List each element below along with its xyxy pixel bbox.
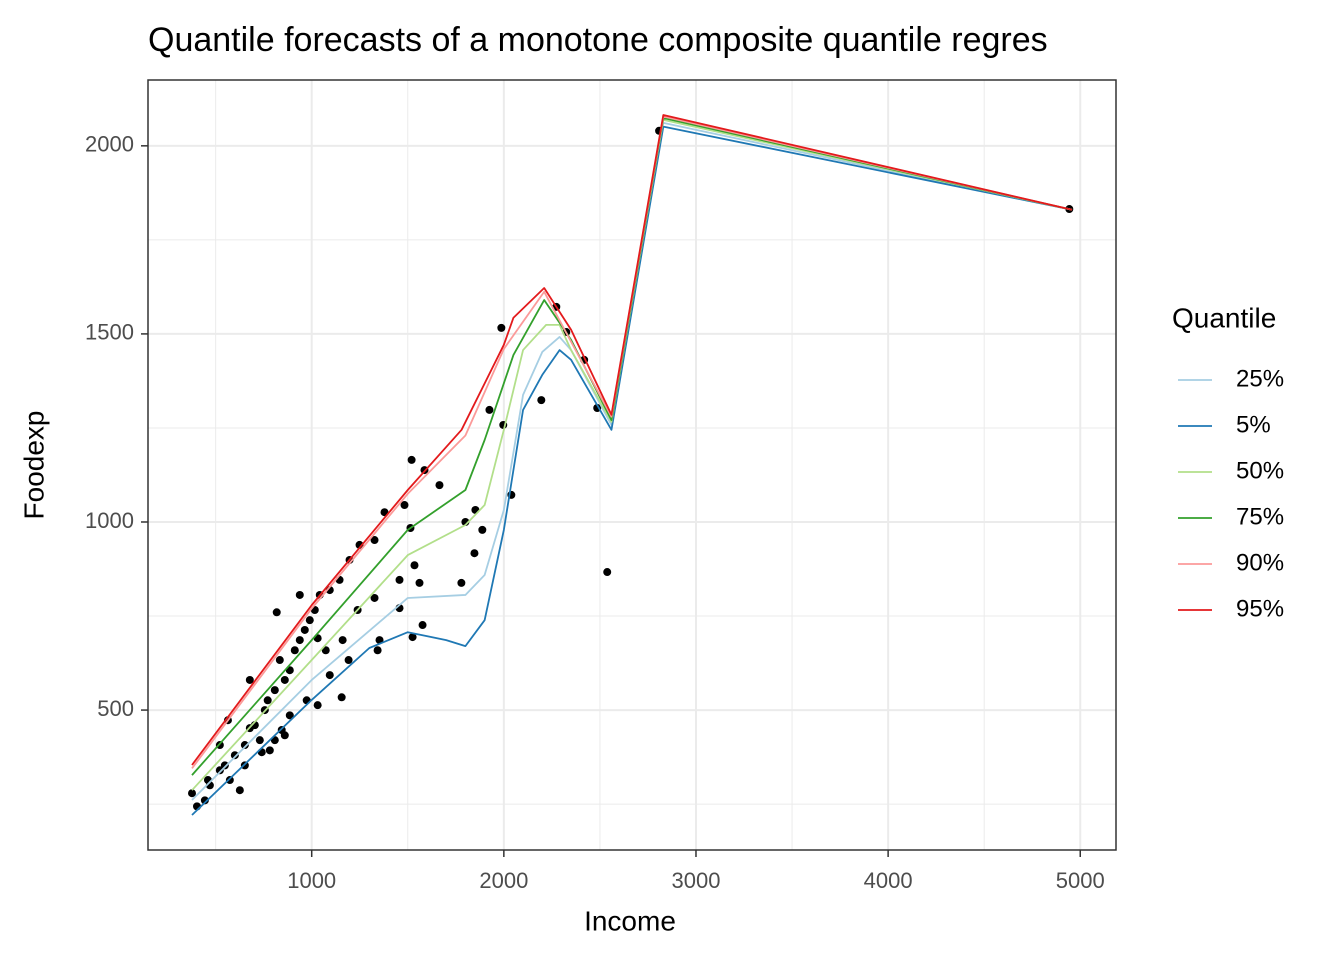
point — [410, 561, 419, 570]
series-line — [191, 114, 1073, 766]
point — [321, 646, 330, 655]
point — [285, 711, 294, 720]
y-tick-label: 2000 — [85, 132, 134, 157]
x-axis-title: Income — [584, 905, 676, 936]
point — [370, 593, 379, 602]
point — [313, 701, 322, 710]
point — [200, 796, 209, 805]
point — [395, 575, 404, 584]
legend: 25% 5% 50% 75% 90% 95% — [1178, 365, 1284, 622]
point — [272, 608, 281, 617]
point — [344, 656, 353, 665]
y-tick-label: 1500 — [85, 320, 134, 345]
point — [337, 693, 346, 702]
panel-border — [147, 79, 1117, 851]
point — [305, 616, 314, 625]
point — [215, 766, 224, 775]
point — [220, 761, 229, 770]
legend-label: 95% — [1236, 595, 1284, 622]
y-axis-title: Foodexp — [18, 411, 49, 520]
x-tick-label: 5000 — [1056, 868, 1105, 893]
legend-label: 25% — [1236, 365, 1284, 392]
legend-label: 50% — [1236, 457, 1284, 484]
point — [355, 540, 364, 549]
point — [240, 741, 249, 750]
legend-label: 90% — [1236, 549, 1284, 576]
point — [300, 625, 309, 634]
point — [235, 786, 244, 795]
point — [408, 633, 417, 642]
point — [338, 636, 347, 645]
point — [325, 671, 334, 680]
point — [295, 636, 304, 645]
point — [407, 455, 416, 464]
y-tick-label: 500 — [97, 696, 134, 721]
point — [188, 789, 196, 798]
point — [230, 751, 239, 760]
point — [537, 396, 546, 405]
point — [435, 481, 444, 490]
point — [415, 578, 424, 587]
point — [603, 568, 612, 577]
point — [270, 686, 279, 695]
point — [265, 746, 274, 755]
grid — [148, 80, 1116, 850]
x-tick-label: 2000 — [479, 868, 528, 893]
chart-title: Quantile forecasts of a monotone composi… — [148, 21, 1048, 59]
point — [478, 525, 487, 534]
point — [280, 675, 289, 684]
y-tick-label: 1000 — [85, 508, 134, 533]
point — [470, 549, 479, 558]
point — [225, 776, 234, 785]
x-tick-label: 1000 — [287, 868, 336, 893]
series-line — [191, 125, 1073, 816]
point — [373, 646, 382, 655]
point — [263, 696, 272, 705]
point — [418, 621, 427, 630]
x-tick-label: 3000 — [672, 868, 721, 893]
legend-label: 5% — [1236, 411, 1271, 438]
legend-title: Quantile — [1172, 302, 1276, 333]
point — [295, 590, 304, 599]
point — [457, 578, 466, 587]
x-tick-label: 4000 — [864, 868, 913, 893]
point — [255, 736, 264, 745]
point — [400, 501, 409, 510]
point — [275, 656, 284, 665]
point — [370, 536, 379, 545]
legend-label: 75% — [1236, 503, 1284, 530]
point — [245, 675, 254, 684]
point — [497, 323, 506, 332]
series-line — [191, 118, 1073, 791]
point — [485, 405, 494, 414]
point — [290, 646, 299, 655]
